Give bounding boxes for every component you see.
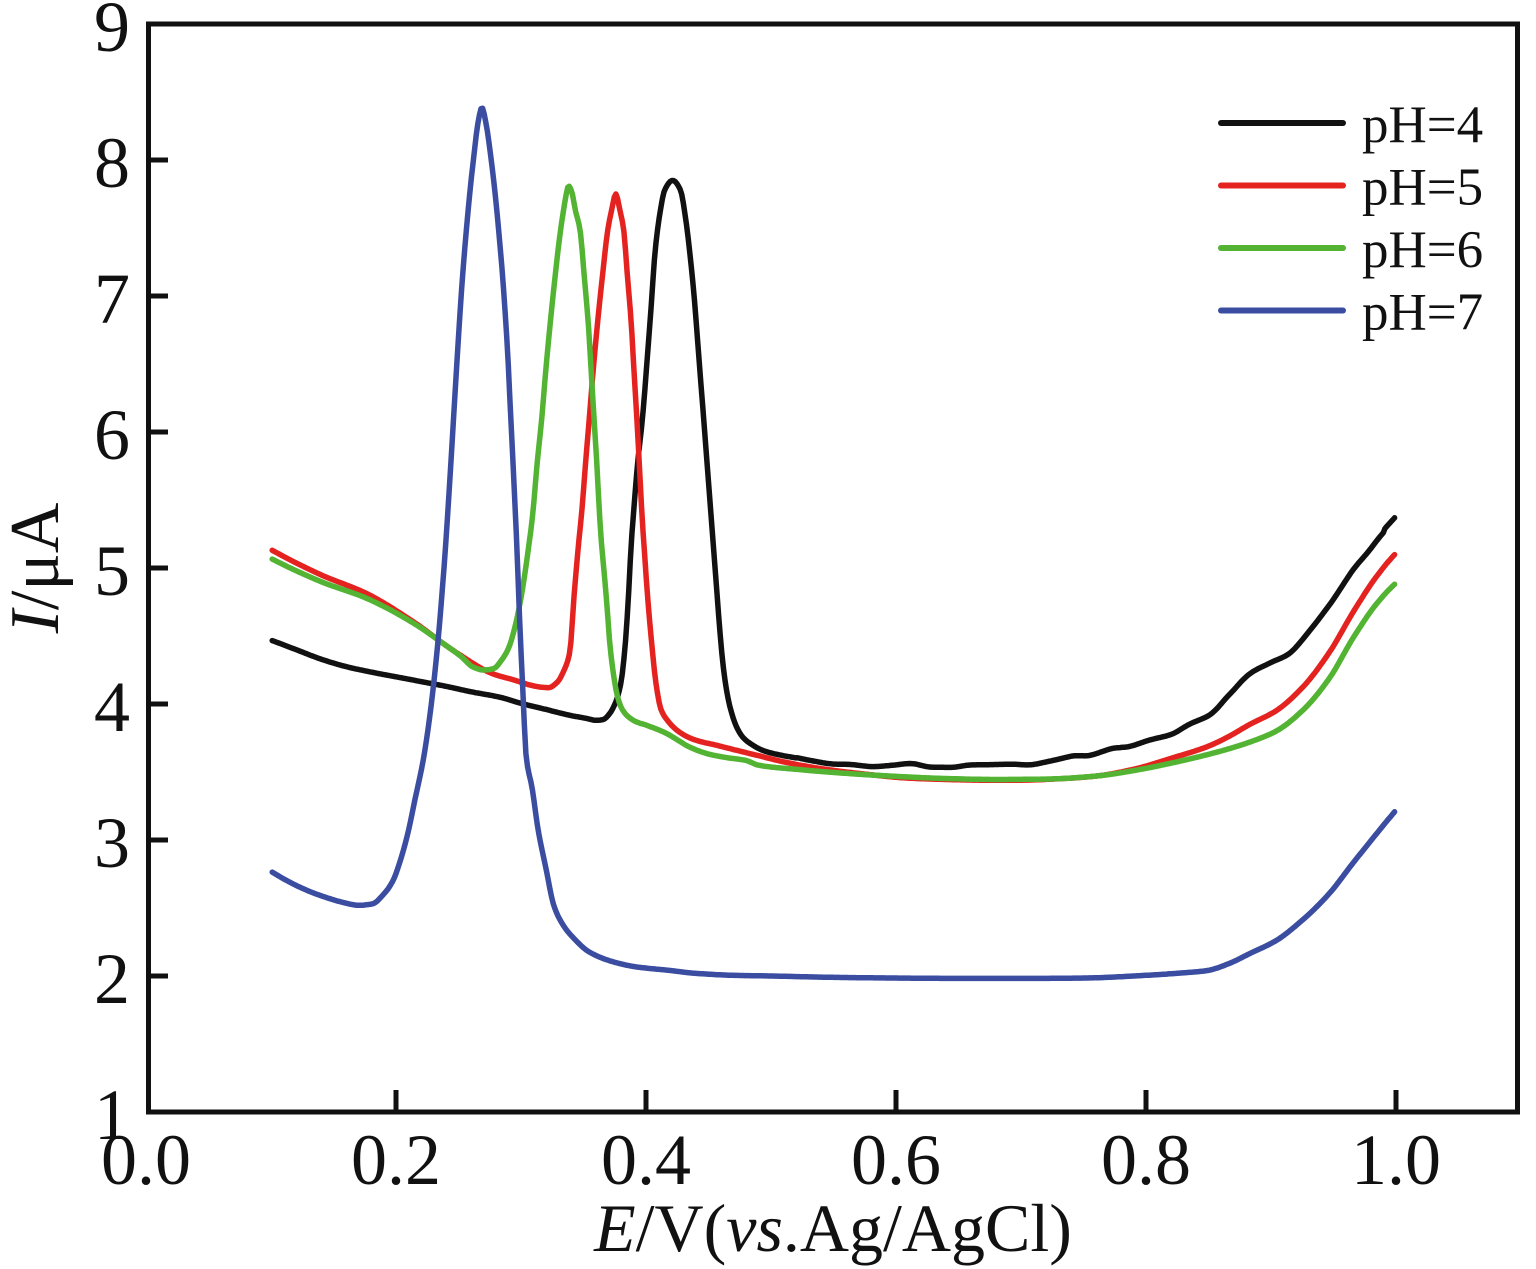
svg-text:3: 3	[94, 803, 130, 883]
svg-text:0.2: 0.2	[351, 1120, 441, 1200]
svg-text:0.0: 0.0	[101, 1120, 191, 1200]
svg-text:I/μA: I/μA	[0, 502, 74, 634]
svg-text:0.4: 0.4	[601, 1120, 691, 1200]
svg-text:0.8: 0.8	[1101, 1120, 1191, 1200]
svg-text:E/V(vs.Ag/AgCl): E/V(vs.Ag/AgCl)	[593, 1190, 1072, 1266]
svg-text:pH=4: pH=4	[1362, 96, 1483, 154]
svg-text:pH=5: pH=5	[1362, 159, 1483, 217]
svg-text:7: 7	[94, 259, 130, 339]
svg-text:1.0: 1.0	[1351, 1120, 1441, 1200]
svg-text:8: 8	[94, 123, 130, 203]
svg-text:pH=6: pH=6	[1362, 221, 1483, 279]
svg-text:9: 9	[94, 0, 130, 67]
svg-text:4: 4	[94, 667, 130, 747]
svg-text:0.6: 0.6	[851, 1120, 941, 1200]
svg-text:5: 5	[94, 531, 130, 611]
svg-text:pH=7: pH=7	[1362, 284, 1483, 342]
svg-text:1: 1	[94, 1075, 130, 1155]
svg-text:6: 6	[94, 395, 130, 475]
svg-text:2: 2	[94, 939, 130, 1019]
